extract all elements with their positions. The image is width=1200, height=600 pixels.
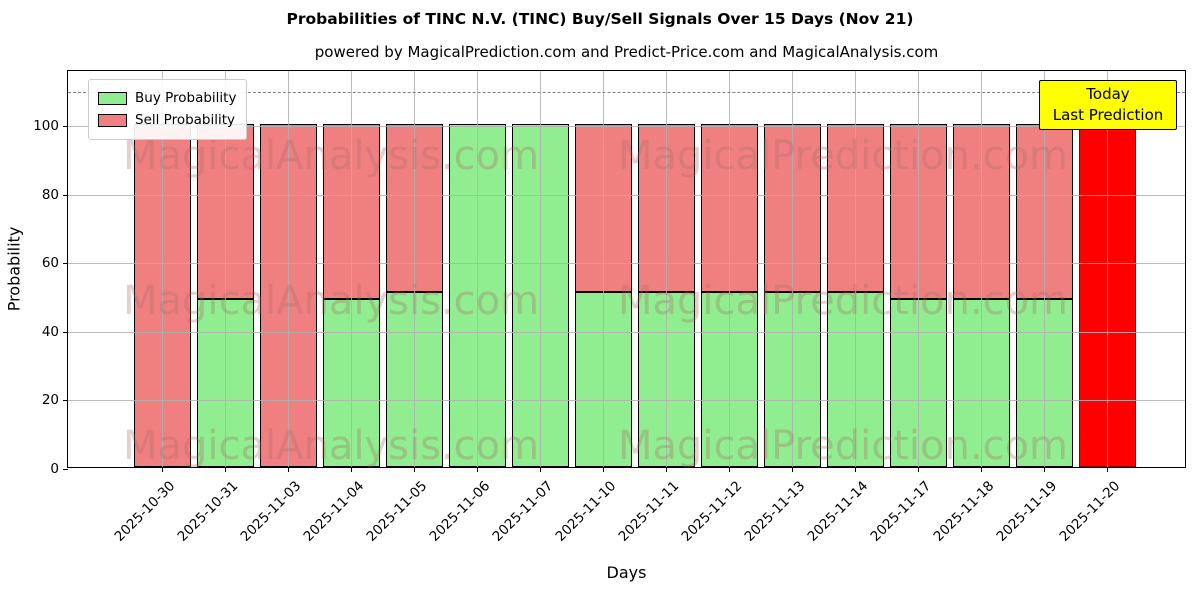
x-tick-mark [477, 467, 478, 472]
x-tick-mark [288, 467, 289, 472]
legend-item: Buy Probability [98, 87, 236, 109]
vertical-gridline [225, 71, 226, 467]
x-tick-label: 2025-11-13 [741, 478, 809, 545]
x-tick-label: 2025-11-12 [678, 478, 746, 545]
x-tick-label: 2025-11-07 [489, 478, 557, 545]
dashed-threshold-line [68, 91, 1185, 93]
x-tick-label: 2025-10-30 [111, 478, 179, 545]
vertical-gridline [666, 71, 667, 467]
vertical-gridline [477, 71, 478, 467]
x-tick-label: 2025-11-03 [237, 478, 305, 545]
watermark-left: MagicalAnalysis.com [122, 423, 540, 469]
x-tick-mark [666, 467, 667, 472]
x-tick-label: 2025-11-06 [426, 478, 494, 545]
y-tick-mark [63, 194, 68, 196]
x-tick-mark [351, 467, 352, 472]
legend-label: Sell Probability [135, 112, 236, 129]
vertical-gridline [603, 71, 604, 467]
y-tick-mark [63, 400, 68, 402]
x-axis-label: Days [606, 563, 647, 582]
y-tick-label: 100 [33, 117, 59, 134]
y-tick-mark [63, 125, 68, 127]
horizontal-gridline [68, 125, 1185, 127]
today-annotation-line2: Last Prediction [1052, 106, 1164, 124]
legend-label: Buy Probability [135, 90, 237, 106]
vertical-gridline [351, 71, 352, 467]
vertical-gridline [162, 71, 163, 467]
x-tick-mark [729, 467, 730, 472]
x-tick-mark [225, 467, 226, 472]
x-tick-mark [918, 467, 919, 472]
watermark-right: MagicalPrediction.com [618, 423, 1068, 469]
vertical-gridline [414, 71, 415, 467]
horizontal-gridline [68, 194, 1185, 196]
y-tick-label: 60 [41, 255, 59, 272]
x-tick-label: 2025-11-14 [804, 478, 872, 545]
vertical-gridline [792, 71, 793, 467]
today-annotation-line1: Today [1086, 85, 1130, 103]
watermark-right: MagicalPrediction.com [618, 133, 1068, 179]
legend-swatch-icon [98, 91, 127, 105]
x-tick-label: 2025-11-17 [867, 478, 935, 545]
vertical-gridline [1044, 71, 1045, 467]
today-annotation: Today Last Prediction [1039, 80, 1177, 130]
x-tick-label: 2025-11-11 [615, 478, 683, 545]
x-tick-label: 2025-11-10 [552, 478, 620, 545]
legend-swatch-icon [98, 113, 127, 127]
y-tick-label: 0 [50, 461, 59, 477]
horizontal-gridline [68, 400, 1185, 402]
x-tick-mark [603, 467, 604, 472]
horizontal-gridline [68, 331, 1185, 333]
x-tick-mark [855, 467, 856, 472]
x-tick-label: 2025-11-19 [993, 478, 1061, 545]
y-tick-label: 80 [41, 186, 59, 203]
x-tick-mark [1107, 467, 1108, 472]
watermark-left: MagicalAnalysis.com [122, 278, 540, 324]
x-tick-label: 2025-11-18 [930, 478, 998, 545]
chart-title: Probabilities of TINC N.V. (TINC) Buy/Se… [286, 10, 914, 28]
x-tick-label: 2025-10-31 [174, 478, 242, 545]
y-tick-mark [63, 469, 68, 470]
vertical-gridline [855, 71, 856, 467]
horizontal-gridline [68, 263, 1185, 265]
x-tick-label: 2025-11-04 [300, 478, 368, 545]
vertical-gridline [288, 71, 289, 467]
plot-area: Buy Probability Sell Probability Today La… [33, 70, 1186, 545]
x-tick-mark [162, 467, 163, 472]
y-axis-label: Probability [4, 226, 24, 312]
vertical-gridline [729, 71, 730, 467]
x-tick-mark [1044, 467, 1045, 472]
y-tick-label: 40 [41, 323, 59, 340]
vertical-gridline [540, 71, 541, 467]
x-tick-mark [540, 467, 541, 472]
watermark-right: MagicalPrediction.com [618, 278, 1068, 324]
watermark-left: MagicalAnalysis.com [122, 133, 540, 179]
x-tick-label: 2025-11-20 [1056, 478, 1124, 545]
y-tick-mark [63, 331, 68, 333]
x-tick-mark [981, 467, 982, 472]
y-tick-mark [63, 263, 68, 265]
legend: Buy Probability Sell Probability [88, 79, 248, 140]
y-tick-label: 20 [41, 392, 59, 409]
x-tick-label: 2025-11-05 [363, 478, 431, 545]
vertical-gridline [1107, 71, 1108, 467]
x-tick-mark [414, 467, 415, 472]
vertical-gridline [918, 71, 919, 467]
chart-subtitle: powered by MagicalPrediction.com and Pre… [314, 43, 939, 61]
vertical-gridline [981, 71, 982, 467]
legend-item: Sell Probability [98, 109, 236, 131]
x-tick-mark [792, 467, 793, 472]
